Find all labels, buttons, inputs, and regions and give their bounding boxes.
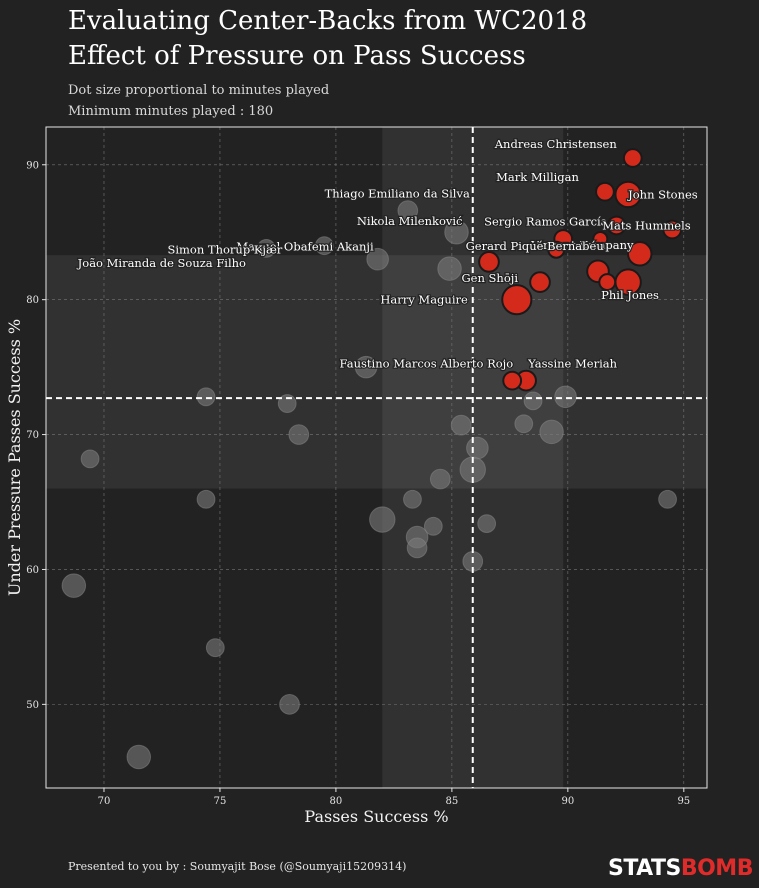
point-label: Sergio Ramos García bbox=[484, 214, 608, 228]
highlighted-point bbox=[502, 370, 523, 391]
highlighted-point bbox=[598, 273, 617, 292]
grey-point bbox=[554, 385, 577, 409]
x-tick-label: 95 bbox=[677, 796, 690, 807]
subtitle-line-1: Dot size proportional to minutes played bbox=[68, 83, 330, 98]
point-label: Manuel Obafemi Akanji bbox=[236, 239, 374, 253]
point-label: Harry Maguire bbox=[380, 293, 468, 307]
grey-point bbox=[80, 449, 100, 469]
plot-frame bbox=[45, 126, 708, 789]
x-tick-label: 85 bbox=[446, 796, 459, 807]
x-axis-label: Passes Success % bbox=[304, 807, 448, 826]
point-label: John Stones bbox=[627, 187, 698, 201]
highlighted-point bbox=[662, 219, 683, 240]
grey-point bbox=[539, 419, 564, 445]
title-line-1: Evaluating Center-Backs from WC2018 bbox=[68, 6, 588, 36]
highlighted-point bbox=[547, 240, 566, 259]
chart-subtitle: Dot size proportional to minutes played … bbox=[68, 80, 329, 122]
point-label: Simon Thorup Kjær bbox=[167, 243, 282, 257]
point-label: Vincent Kompany bbox=[530, 238, 634, 252]
grey-point bbox=[523, 391, 543, 411]
highlighted-point bbox=[622, 148, 643, 168]
grey-point bbox=[658, 489, 677, 509]
grey-point bbox=[256, 239, 276, 258]
grey-point bbox=[196, 387, 216, 407]
brand-part-1: STATS bbox=[608, 856, 681, 881]
grey-point bbox=[466, 436, 489, 460]
grey-point bbox=[288, 424, 310, 445]
y-tick-label: 90 bbox=[26, 160, 39, 171]
point-label: Thiago Emiliano da Silva bbox=[325, 187, 470, 201]
point-label: Mats Hummels bbox=[602, 219, 691, 233]
grey-point bbox=[403, 489, 422, 509]
title-line-2: Effect of Pressure on Pass Success bbox=[68, 41, 526, 71]
point-label: Yassine Meriah bbox=[527, 357, 618, 371]
grey-point bbox=[477, 514, 497, 533]
grey-point bbox=[369, 506, 396, 533]
highlighted-point bbox=[606, 215, 627, 236]
highlighted-point bbox=[592, 230, 609, 247]
grey-point bbox=[444, 219, 469, 245]
point-label: Gerard Piqué Bernabéu bbox=[466, 239, 604, 253]
point-label: Gen Shōji bbox=[461, 271, 518, 285]
highlighted-point bbox=[501, 284, 533, 316]
grey-point bbox=[314, 236, 334, 256]
brand-part-2: BOMB bbox=[680, 856, 754, 881]
highlighted-point bbox=[595, 181, 615, 202]
highlighted-point bbox=[529, 271, 551, 293]
grey-point bbox=[354, 355, 378, 379]
grey-point bbox=[397, 200, 419, 221]
highlighted-point bbox=[614, 180, 642, 209]
statsbomb-logo: STATSBOMB bbox=[608, 856, 753, 881]
grey-point bbox=[437, 256, 462, 281]
horizontal-band bbox=[46, 255, 707, 489]
grey-point bbox=[450, 414, 472, 436]
point-label: Andreas Christensen bbox=[494, 137, 618, 151]
y-tick-label: 70 bbox=[26, 430, 39, 441]
point-label: Faustino Marcos Alberto Rojo bbox=[340, 357, 514, 371]
y-tick-label: 60 bbox=[26, 565, 39, 576]
point-label: Mark Milligan bbox=[496, 170, 579, 184]
grey-point bbox=[126, 744, 152, 770]
y-tick-label: 50 bbox=[26, 700, 39, 711]
x-tick-label: 75 bbox=[214, 796, 227, 807]
grey-point bbox=[406, 537, 428, 559]
footer-credit: Presented to you by : Soumyajit Bose (@S… bbox=[68, 860, 407, 873]
point-label: Phil Jones bbox=[601, 288, 659, 302]
point-label: João Miranda de Souza Filho bbox=[77, 256, 246, 270]
x-tick-label: 70 bbox=[98, 796, 111, 807]
grey-point bbox=[196, 489, 216, 509]
highlighted-point bbox=[478, 251, 500, 273]
x-tick-label: 90 bbox=[561, 796, 574, 807]
highlighted-point bbox=[626, 241, 653, 267]
grey-point bbox=[423, 516, 443, 536]
grey-point bbox=[279, 694, 300, 715]
grey-point bbox=[514, 414, 534, 434]
subtitle-line-2: Minimum minutes played : 180 bbox=[68, 104, 274, 119]
y-axis-label: Under Pressure Passes Success % bbox=[5, 319, 24, 596]
grey-point bbox=[366, 247, 389, 271]
y-tick-label: 80 bbox=[26, 295, 39, 306]
grey-point bbox=[429, 468, 451, 490]
grey-point bbox=[61, 573, 87, 598]
chart-title: Evaluating Center-Backs from WC2018 Effe… bbox=[68, 4, 587, 74]
grey-point bbox=[205, 638, 225, 658]
point-label: Nikola Milenković bbox=[357, 214, 463, 228]
x-tick-label: 80 bbox=[330, 796, 343, 807]
